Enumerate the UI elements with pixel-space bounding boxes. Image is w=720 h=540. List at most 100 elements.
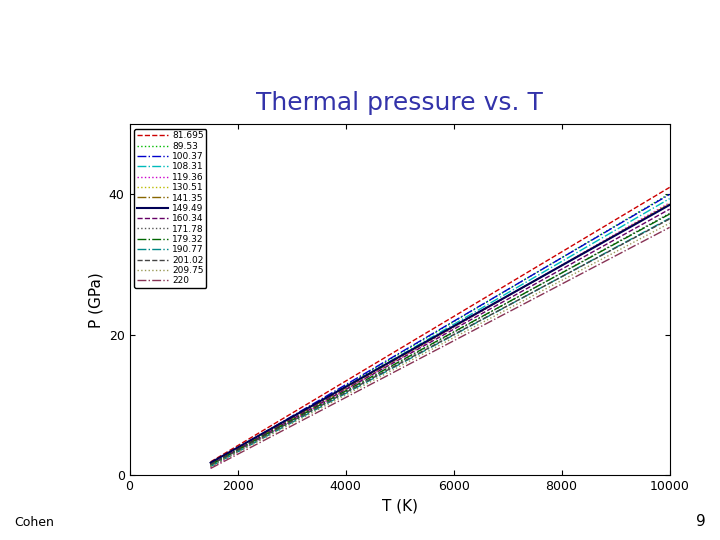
220 <box>593 262 602 268</box>
100.37 <box>593 234 602 240</box>
209.75 <box>593 258 602 265</box>
130.51 <box>593 241 602 248</box>
130.51 <box>665 200 674 207</box>
141.35 <box>593 242 602 248</box>
141.35 <box>480 306 488 313</box>
190.77 <box>478 316 487 323</box>
141.35 <box>208 460 217 467</box>
160.34 <box>208 461 217 467</box>
190.77 <box>206 463 215 470</box>
149.49 <box>593 242 602 249</box>
209.75 <box>622 243 631 249</box>
149.49 <box>206 460 215 466</box>
201.02 <box>593 254 602 261</box>
89.53 <box>206 463 215 469</box>
89.53 <box>480 301 488 307</box>
141.35 <box>665 201 674 207</box>
89.53 <box>622 216 631 222</box>
171.78 <box>478 313 487 320</box>
190.77 <box>487 312 496 318</box>
108.31 <box>593 238 602 244</box>
Line: 130.51: 130.51 <box>210 204 670 466</box>
201.02 <box>478 316 487 322</box>
119.36 <box>206 464 215 471</box>
130.51 <box>622 225 631 231</box>
209.75 <box>206 463 215 470</box>
Line: 201.02: 201.02 <box>210 219 670 465</box>
100.37 <box>665 191 674 198</box>
81.695 <box>665 184 674 191</box>
130.51 <box>208 462 217 468</box>
81.695 <box>208 458 217 464</box>
108.31 <box>487 299 496 306</box>
89.53 <box>478 301 487 308</box>
179.32 <box>478 313 487 320</box>
100.37 <box>622 217 631 223</box>
160.34 <box>622 230 631 237</box>
Line: 119.36: 119.36 <box>210 203 670 468</box>
Title: Thermal pressure vs. T: Thermal pressure vs. T <box>256 91 543 116</box>
201.02 <box>665 215 674 222</box>
141.35 <box>206 461 215 468</box>
190.77 <box>665 215 674 221</box>
149.49 <box>665 201 674 208</box>
179.32 <box>593 250 602 256</box>
160.34 <box>665 206 674 212</box>
119.36 <box>622 225 631 231</box>
149.49 <box>208 458 217 465</box>
81.695 <box>206 458 215 465</box>
108.31 <box>665 195 674 202</box>
81.695 <box>622 210 631 217</box>
190.77 <box>593 254 602 260</box>
209.75 <box>480 319 488 325</box>
190.77 <box>208 462 217 469</box>
220 <box>480 322 488 328</box>
201.02 <box>487 311 496 318</box>
149.49 <box>480 306 488 313</box>
190.77 <box>480 315 488 322</box>
Line: 81.695: 81.695 <box>210 187 670 462</box>
89.53 <box>208 462 217 468</box>
81.695 <box>593 227 602 234</box>
171.78 <box>665 210 674 217</box>
179.32 <box>665 211 674 217</box>
141.35 <box>478 307 487 314</box>
171.78 <box>622 234 631 240</box>
160.34 <box>487 305 496 312</box>
179.32 <box>480 312 488 319</box>
81.695 <box>480 295 488 302</box>
108.31 <box>478 305 487 311</box>
141.35 <box>487 302 496 308</box>
108.31 <box>480 303 488 310</box>
Line: 220: 220 <box>210 227 670 469</box>
89.53 <box>487 296 496 302</box>
209.75 <box>478 319 487 326</box>
Line: 209.75: 209.75 <box>210 223 670 467</box>
108.31 <box>622 220 631 227</box>
Line: 141.35: 141.35 <box>210 204 670 464</box>
Text: 9: 9 <box>696 514 706 529</box>
100.37 <box>478 301 487 308</box>
108.31 <box>208 462 217 468</box>
209.75 <box>487 314 496 321</box>
Line: 160.34: 160.34 <box>210 209 670 464</box>
119.36 <box>208 464 217 470</box>
201.02 <box>622 239 631 245</box>
190.77 <box>622 238 631 245</box>
X-axis label: T (K): T (K) <box>382 498 418 514</box>
100.37 <box>487 296 496 302</box>
130.51 <box>480 307 488 313</box>
119.36 <box>665 200 674 206</box>
130.51 <box>478 307 487 314</box>
Line: 149.49: 149.49 <box>210 205 670 463</box>
119.36 <box>593 241 602 248</box>
171.78 <box>480 313 488 319</box>
209.75 <box>665 220 674 226</box>
201.02 <box>206 462 215 468</box>
171.78 <box>487 308 496 315</box>
171.78 <box>206 463 215 470</box>
Legend: 81.695, 89.53, 100.37, 108.31, 119.36, 130.51, 141.35, 149.49, 160.34, 171.78, 1: 81.695, 89.53, 100.37, 108.31, 119.36, 1… <box>134 129 207 288</box>
171.78 <box>593 250 602 256</box>
Line: 100.37: 100.37 <box>210 194 670 464</box>
Line: 171.78: 171.78 <box>210 213 670 467</box>
